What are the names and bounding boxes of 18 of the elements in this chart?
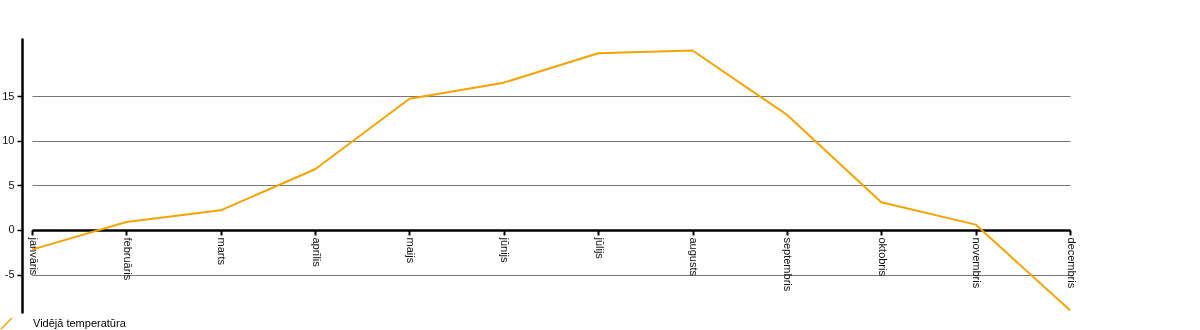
legend-label: Vidējā temperatūra [33,316,127,329]
y-tick-label: -5 [4,268,15,281]
x-tick-label: marts [216,237,229,266]
x-tick-label: jūlijs [593,236,606,260]
x-tick-label: janvāris [27,236,40,276]
x-tick-label: augusts [688,237,701,277]
x-tick-label: aprīlis [310,237,323,268]
y-tick-label: 10 [2,134,15,147]
x-tick-label: novembris [971,237,984,289]
y-tick-label: 5 [8,178,15,191]
x-tick-label: oktobris [876,237,889,277]
x-tick-label: jūnijs [499,236,512,264]
x-tick-label: decembris [1065,237,1078,289]
y-tick-label: 0 [8,223,15,236]
x-tick-label: septembris [782,237,795,292]
x-tick-label: februāris [121,237,134,281]
y-tick-label: 15 [2,89,15,102]
x-tick-label: maijs [404,237,417,264]
